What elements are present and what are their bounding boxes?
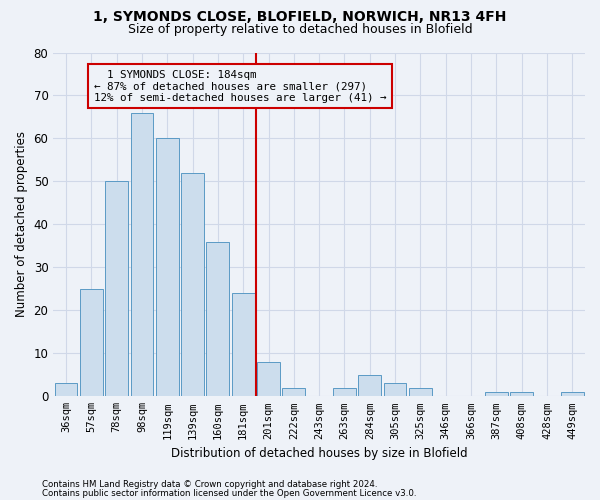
Text: Size of property relative to detached houses in Blofield: Size of property relative to detached ho…	[128, 22, 472, 36]
Bar	[131, 112, 154, 397]
Bar	[384, 384, 406, 396]
Text: Contains HM Land Registry data © Crown copyright and database right 2024.: Contains HM Land Registry data © Crown c…	[42, 480, 377, 489]
Bar	[55, 384, 77, 396]
Bar	[561, 392, 584, 396]
Bar	[80, 289, 103, 397]
Bar	[181, 173, 204, 396]
Bar	[206, 242, 229, 396]
X-axis label: Distribution of detached houses by size in Blofield: Distribution of detached houses by size …	[171, 447, 467, 460]
Bar	[257, 362, 280, 396]
Bar	[283, 388, 305, 396]
Text: 1, SYMONDS CLOSE, BLOFIELD, NORWICH, NR13 4FH: 1, SYMONDS CLOSE, BLOFIELD, NORWICH, NR1…	[94, 10, 506, 24]
Bar	[333, 388, 356, 396]
Y-axis label: Number of detached properties: Number of detached properties	[15, 132, 28, 318]
Text: Contains public sector information licensed under the Open Government Licence v3: Contains public sector information licen…	[42, 488, 416, 498]
Bar	[409, 388, 432, 396]
Bar	[232, 293, 254, 397]
Bar	[485, 392, 508, 396]
Bar	[105, 182, 128, 396]
Bar	[511, 392, 533, 396]
Bar	[156, 138, 179, 396]
Bar	[358, 375, 381, 396]
Text: 1 SYMONDS CLOSE: 184sqm
← 87% of detached houses are smaller (297)
12% of semi-d: 1 SYMONDS CLOSE: 184sqm ← 87% of detache…	[94, 70, 386, 103]
